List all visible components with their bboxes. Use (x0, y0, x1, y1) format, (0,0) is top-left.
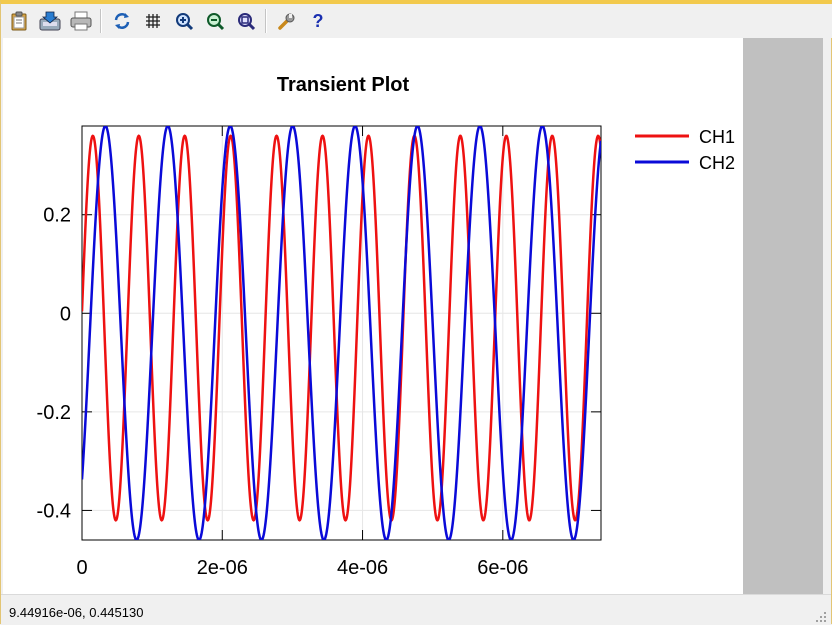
series-line-ch2 (82, 126, 601, 540)
plot-frame (81, 125, 602, 541)
printer-icon (70, 11, 92, 31)
save-export-icon (39, 11, 61, 31)
grid-icon (146, 14, 160, 28)
grid-button[interactable] (139, 7, 167, 35)
toolbar-separator (100, 9, 102, 33)
chart-title: Transient Plot (277, 74, 410, 96)
toolbar: ? (1, 4, 832, 38)
copy-button[interactable] (5, 7, 33, 35)
transient-chart[interactable]: Transient Plot 0 2e-06 4e-06 6e-06 0.2 0 -0.2 -… (3, 38, 743, 594)
status-bar: 9.44916e-06, 0.445130 (1, 594, 831, 625)
x-tick-label: 6e-06 (477, 557, 528, 579)
print-button[interactable] (67, 7, 95, 35)
resize-grip-icon[interactable] (815, 611, 827, 623)
refresh-icon (114, 13, 130, 29)
side-panel (743, 38, 823, 594)
help-icon: ? (312, 10, 324, 31)
refresh-button[interactable] (108, 7, 136, 35)
x-tick-label: 0 (76, 557, 87, 579)
y-tick-label: -0.4 (37, 500, 71, 522)
help-button[interactable]: ? (304, 7, 332, 35)
toolbar-separator (265, 9, 267, 33)
wrench-icon (278, 13, 295, 30)
settings-button[interactable] (273, 7, 301, 35)
zoom-out-icon (207, 13, 225, 31)
x-tick-label: 2e-06 (197, 557, 248, 579)
legend-label-ch2: CH2 (699, 153, 735, 173)
y-tick-label: 0 (60, 303, 71, 325)
series-line-ch1 (82, 134, 601, 522)
x-tick-label: 4e-06 (337, 557, 388, 579)
legend-label-ch1: CH1 (699, 127, 735, 147)
zoom-out-button[interactable] (201, 7, 229, 35)
y-tick-label: 0.2 (43, 205, 71, 227)
zoom-fit-icon (238, 13, 256, 31)
cursor-coordinates: 9.44916e-06, 0.445130 (9, 605, 144, 620)
clipboard-icon (11, 11, 27, 31)
y-tick-label: -0.2 (37, 402, 71, 424)
plot-area[interactable]: Transient Plot 0 2e-06 4e-06 6e-06 0.2 0 -0.2 -… (3, 38, 743, 594)
zoom-fit-button[interactable] (232, 7, 260, 35)
zoom-in-button[interactable] (170, 7, 198, 35)
save-button[interactable] (36, 7, 64, 35)
zoom-in-icon (176, 13, 194, 31)
